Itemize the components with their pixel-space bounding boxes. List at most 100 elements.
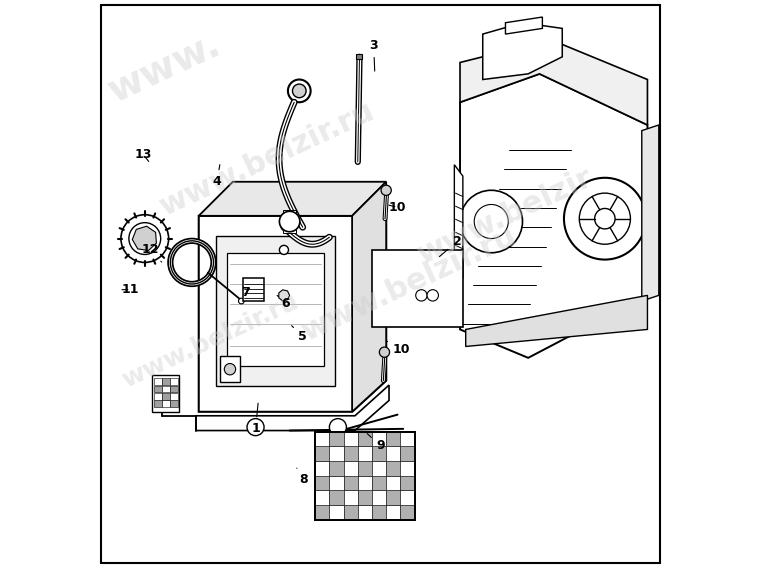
FancyBboxPatch shape [330,446,343,461]
FancyBboxPatch shape [386,461,400,476]
Circle shape [416,290,427,301]
Text: 7: 7 [241,286,250,299]
Polygon shape [199,182,386,216]
Polygon shape [132,226,157,250]
Polygon shape [227,253,323,366]
Text: 11: 11 [122,283,139,296]
Circle shape [380,347,390,357]
FancyBboxPatch shape [162,378,170,385]
Polygon shape [460,40,648,125]
FancyBboxPatch shape [372,446,386,461]
FancyBboxPatch shape [170,393,178,400]
Polygon shape [460,74,648,358]
Circle shape [474,204,508,239]
FancyBboxPatch shape [400,490,415,505]
FancyBboxPatch shape [386,446,400,461]
Text: www.belzir: www.belzir [413,162,597,269]
Polygon shape [505,17,543,34]
Text: 8: 8 [297,468,308,486]
Circle shape [135,229,154,248]
FancyBboxPatch shape [386,432,400,446]
FancyBboxPatch shape [372,490,386,505]
FancyBboxPatch shape [358,461,372,476]
FancyBboxPatch shape [154,393,162,400]
FancyBboxPatch shape [358,505,372,520]
Circle shape [288,80,310,102]
FancyBboxPatch shape [162,400,170,407]
FancyBboxPatch shape [315,446,330,461]
Circle shape [238,298,244,304]
FancyBboxPatch shape [330,505,343,520]
FancyBboxPatch shape [315,490,330,505]
Text: 10: 10 [389,201,406,214]
Circle shape [381,185,391,195]
Circle shape [129,223,161,254]
Polygon shape [279,290,290,301]
Polygon shape [243,278,264,301]
FancyBboxPatch shape [154,386,162,392]
FancyBboxPatch shape [343,505,358,520]
Text: 5: 5 [291,325,307,343]
FancyBboxPatch shape [315,476,330,490]
FancyBboxPatch shape [400,505,415,520]
Circle shape [279,211,300,232]
FancyBboxPatch shape [221,356,240,382]
Circle shape [247,419,264,436]
Text: www.belzir.ru: www.belzir.ru [118,289,302,392]
Circle shape [224,364,236,375]
Text: 13: 13 [135,148,151,161]
FancyBboxPatch shape [170,378,178,385]
Text: 2: 2 [439,235,462,257]
FancyBboxPatch shape [315,505,330,520]
FancyBboxPatch shape [372,461,386,476]
FancyBboxPatch shape [358,432,372,446]
Circle shape [279,245,288,254]
FancyBboxPatch shape [358,446,372,461]
Text: 9: 9 [368,433,385,452]
FancyBboxPatch shape [372,476,386,490]
Text: 12: 12 [142,244,161,262]
FancyBboxPatch shape [154,400,162,407]
Text: 1: 1 [251,403,260,435]
FancyBboxPatch shape [315,461,330,476]
FancyBboxPatch shape [154,378,162,385]
FancyBboxPatch shape [343,476,358,490]
Circle shape [460,190,523,253]
Text: 4: 4 [212,165,221,188]
FancyBboxPatch shape [400,432,415,446]
Circle shape [564,178,646,260]
FancyBboxPatch shape [386,490,400,505]
Polygon shape [372,250,463,327]
FancyBboxPatch shape [358,490,372,505]
FancyBboxPatch shape [162,393,170,400]
Polygon shape [482,23,562,80]
FancyBboxPatch shape [283,218,297,225]
Polygon shape [454,165,463,278]
FancyBboxPatch shape [400,461,415,476]
FancyBboxPatch shape [315,432,330,446]
Circle shape [292,84,306,98]
Text: www.: www. [102,26,227,111]
FancyBboxPatch shape [162,386,170,392]
FancyBboxPatch shape [152,375,180,412]
FancyBboxPatch shape [358,476,372,490]
Circle shape [579,193,630,244]
FancyBboxPatch shape [330,461,343,476]
FancyBboxPatch shape [386,476,400,490]
Circle shape [594,208,615,229]
Text: www.belzir.ru: www.belzir.ru [154,97,379,222]
Text: 3: 3 [369,39,378,71]
Polygon shape [352,182,386,412]
FancyBboxPatch shape [400,476,415,490]
FancyBboxPatch shape [330,432,343,446]
Polygon shape [196,385,389,431]
FancyBboxPatch shape [283,210,297,216]
FancyBboxPatch shape [283,227,297,233]
FancyBboxPatch shape [170,386,178,392]
FancyBboxPatch shape [386,505,400,520]
FancyBboxPatch shape [343,446,358,461]
FancyBboxPatch shape [330,476,343,490]
FancyBboxPatch shape [343,461,358,476]
FancyBboxPatch shape [330,490,343,505]
Polygon shape [216,236,335,386]
